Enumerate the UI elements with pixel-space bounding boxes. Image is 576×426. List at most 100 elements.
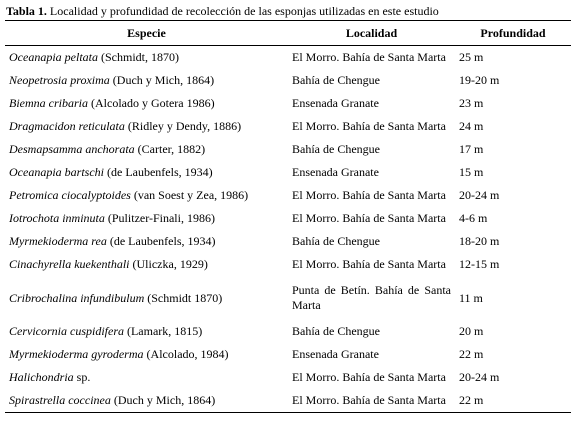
depth-cell: 22 m xyxy=(459,347,484,361)
species-cell: Biemna cribaria (Alcolado y Gotera 1986) xyxy=(5,92,288,115)
locality-cell: Ensenada Granate xyxy=(292,347,379,361)
species-cell: Spirastrella coccinea (Duch y Mich, 1864) xyxy=(5,389,288,413)
table-row: Biemna cribaria (Alcolado y Gotera 1986) E… xyxy=(5,92,571,115)
locality-cell: Bahía de Chengue xyxy=(292,142,380,156)
table-row: Iotrochota inminuta (Pulitzer-Finali, 198… xyxy=(5,207,571,230)
species-authority: (Lamark, 1815) xyxy=(126,324,203,338)
species-authority: (Duch y Mich, 1864) xyxy=(113,393,216,407)
table-row: Cinachyrella kuekenthali (Uliczka, 1929) E… xyxy=(5,253,571,276)
species-authority: (van Soest y Zea, 1986) xyxy=(133,188,249,202)
caption-label: Tabla 1. xyxy=(6,4,47,18)
species-name: Iotrochota inminuta xyxy=(9,211,105,225)
species-authority: (Alcolado, 1984) xyxy=(146,347,229,361)
locality-cell: Ensenada Granate xyxy=(292,165,379,179)
species-authority: (de Laubenfels, 1934) xyxy=(107,165,213,179)
species-authority: (Uliczka, 1929) xyxy=(132,257,208,271)
species-name: Oceanapia bartschi xyxy=(9,165,104,179)
species-cell: Oceanapia peltata (Schmidt, 1870) xyxy=(5,46,288,70)
species-name: Halichondria xyxy=(9,370,74,384)
locality-cell: Punta de Betín. Bahía de Santa Marta xyxy=(292,283,451,312)
locality-cell: El Morro. Bahía de Santa Marta xyxy=(292,211,446,225)
species-cell: Dragmacidon reticulata (Ridley y Dendy, 1… xyxy=(5,115,288,138)
depth-cell: 20-24 m xyxy=(459,188,500,202)
species-name: Cervicornia cuspidifera xyxy=(9,324,124,338)
species-name: Cribrochalina infundibulum xyxy=(9,290,145,305)
header-cell: Especie xyxy=(5,20,288,46)
species-cell: Myrmekioderma gyroderma (Alcolado, 1984) xyxy=(5,343,288,366)
species-authority: sp. xyxy=(76,370,91,384)
depth-cell: 11 m xyxy=(459,290,483,305)
depth-cell: 20 m xyxy=(459,324,484,338)
species-name: Myrmekioderma gyroderma xyxy=(9,347,144,361)
table-row: Neopetrosia proxima (Duch y Mich, 1864) Ba… xyxy=(5,69,571,92)
species-cell: Petromica ciocalyptoides (van Soest y Zea… xyxy=(5,184,288,207)
depth-cell: 25 m xyxy=(459,50,484,64)
locality-cell: Ensenada Granate xyxy=(292,96,379,110)
species-name: Neopetrosia proxima xyxy=(9,73,110,87)
species-name: Desmapsamma anchorata xyxy=(9,142,135,156)
locality-cell: Bahía de Chengue xyxy=(292,324,380,338)
table-row: Petromica ciocalyptoides (van Soest y Zea… xyxy=(5,184,571,207)
locality-cell: Bahía de Chengue xyxy=(292,234,380,248)
locality-cell: El Morro. Bahía de Santa Marta xyxy=(292,119,446,133)
caption-text: Localidad y profundidad de recolección d… xyxy=(49,4,439,18)
species-cell: Cervicornia cuspidifera (Lamark, 1815) xyxy=(5,320,288,343)
header-cell: Profundidad xyxy=(455,20,571,46)
species-cell: Neopetrosia proxima (Duch y Mich, 1864) xyxy=(5,69,288,92)
locality-cell: El Morro. Bahía de Santa Marta xyxy=(292,370,446,384)
species-authority: (Schmidt 1870) xyxy=(147,290,223,305)
species-name: Dragmacidon reticulata xyxy=(9,119,125,133)
locality-cell: El Morro. Bahía de Santa Marta xyxy=(292,257,446,271)
species-cell: Desmapsamma anchorata (Carter, 1882) xyxy=(5,138,288,161)
species-name: Spirastrella coccinea xyxy=(9,393,111,407)
species-authority: (Ridley y Dendy, 1886) xyxy=(127,119,242,133)
species-name: Myrmekioderma rea xyxy=(9,234,107,248)
species-cell: Oceanapia bartschi (de Laubenfels, 1934) xyxy=(5,161,288,184)
depth-cell: 22 m xyxy=(455,389,571,413)
species-name: Oceanapia peltata xyxy=(9,50,98,64)
table-row: Desmapsamma anchorata (Carter, 1882) Bahía… xyxy=(5,138,571,161)
depth-cell: 15 m xyxy=(459,165,484,179)
table-row: Spirastrella coccinea (Duch y Mich, 1864)… xyxy=(5,389,571,413)
table: Especie Localidad Profundidad Oceanapia … xyxy=(5,20,571,413)
table-row: Myrmekioderma rea (de Laubenfels, 1934) Ba… xyxy=(5,230,571,253)
caption: Tabla 1. Localidad y profundidad de recol… xyxy=(6,4,439,19)
species-authority: (Carter, 1882) xyxy=(137,142,206,156)
species-name: Biemna cribaria xyxy=(9,96,88,110)
locality-cell: El Morro. Bahía de Santa Marta xyxy=(288,389,455,413)
species-cell: Halichondria sp. xyxy=(5,366,288,389)
depth-cell: 20-24 m xyxy=(459,370,500,384)
header-row: Especie Localidad Profundidad xyxy=(5,20,571,46)
depth-cell: 17 m xyxy=(459,142,484,156)
locality-cell: El Morro. Bahía de Santa Marta xyxy=(292,188,446,202)
table-row: Cervicornia cuspidifera (Lamark, 1815) Bah… xyxy=(5,320,571,343)
table-row: Dragmacidon reticulata (Ridley y Dendy, 1… xyxy=(5,115,571,138)
depth-cell: 23 m xyxy=(459,96,484,110)
locality-cell: Bahía de Chengue xyxy=(292,73,380,87)
table-row: Oceanapia bartschi (de Laubenfels, 1934) E… xyxy=(5,161,571,184)
species-cell: Myrmekioderma rea (de Laubenfels, 1934) xyxy=(5,230,288,253)
table-row: Myrmekioderma gyroderma (Alcolado, 1984) E… xyxy=(5,343,571,366)
species-authority: (Duch y Mich, 1864) xyxy=(112,73,215,87)
species-authority: (Alcolado y Gotera 1986) xyxy=(91,96,215,110)
locality-cell: El Morro. Bahía de Santa Marta xyxy=(292,50,446,64)
species-authority: (Schmidt, 1870) xyxy=(100,50,179,64)
species-name: Petromica ciocalyptoides xyxy=(9,188,131,202)
table-row: Oceanapia peltata (Schmidt, 1870) El Morro… xyxy=(5,46,571,70)
depth-cell: 18-20 m xyxy=(459,234,500,248)
table-row: Halichondria sp. El Morro. Bahía de Santa … xyxy=(5,366,571,389)
depth-cell: 12-15 m xyxy=(459,257,500,271)
header-cell: Localidad xyxy=(288,20,455,46)
depth-cell: 4-6 m xyxy=(459,211,488,225)
species-cell: Cinachyrella kuekenthali (Uliczka, 1929) xyxy=(5,253,288,276)
species-cell: Cribrochalina infundibulum (Schmidt 1870) xyxy=(5,276,288,320)
species-cell: Iotrochota inminuta (Pulitzer-Finali, 198… xyxy=(5,207,288,230)
species-authority: (Pulitzer-Finali, 1986) xyxy=(107,211,215,225)
species-authority: (de Laubenfels, 1934) xyxy=(109,234,216,248)
species-name: Cinachyrella kuekenthali xyxy=(9,257,130,271)
table-body: Oceanapia peltata (Schmidt, 1870) El Morro… xyxy=(5,46,571,413)
depth-cell: 24 m xyxy=(459,119,484,133)
depth-cell: 19-20 m xyxy=(459,73,500,87)
table-row: Cribrochalina infundibulum (Schmidt 1870)… xyxy=(5,276,571,320)
